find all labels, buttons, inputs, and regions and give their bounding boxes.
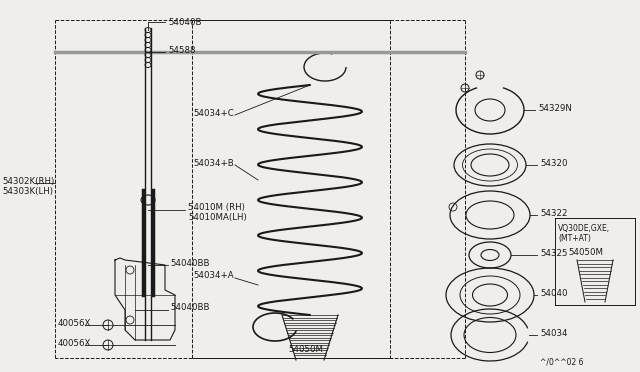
Text: 54302K(RH): 54302K(RH) (2, 176, 54, 186)
Text: 54040BB: 54040BB (170, 304, 209, 312)
Text: 40056X: 40056X (58, 318, 92, 327)
Text: 40056X: 40056X (58, 339, 92, 347)
Text: 54329N: 54329N (538, 103, 572, 112)
Text: 54034+B: 54034+B (193, 158, 234, 167)
Text: 54034+A: 54034+A (193, 272, 234, 280)
Text: 54040BB: 54040BB (170, 259, 209, 267)
Text: 54320: 54320 (540, 158, 568, 167)
Text: 54010MA(LH): 54010MA(LH) (188, 212, 247, 221)
Text: 54040: 54040 (540, 289, 568, 298)
Text: VQ30DE,GXE,: VQ30DE,GXE, (558, 224, 610, 232)
Text: 54322: 54322 (540, 208, 568, 218)
Text: 54034+C: 54034+C (193, 109, 234, 118)
Text: (MT+AT): (MT+AT) (558, 234, 591, 243)
Text: 54040B: 54040B (168, 17, 202, 26)
Text: ^/0^^02 6: ^/0^^02 6 (540, 357, 584, 366)
Text: 54325: 54325 (540, 248, 568, 257)
Text: 54050M: 54050M (288, 346, 323, 355)
Text: 54588: 54588 (168, 45, 195, 55)
Text: 54034: 54034 (540, 328, 568, 337)
Text: 54010M (RH): 54010M (RH) (188, 202, 245, 212)
Text: 54303K(LH): 54303K(LH) (2, 186, 53, 196)
Text: 54050M: 54050M (568, 247, 603, 257)
